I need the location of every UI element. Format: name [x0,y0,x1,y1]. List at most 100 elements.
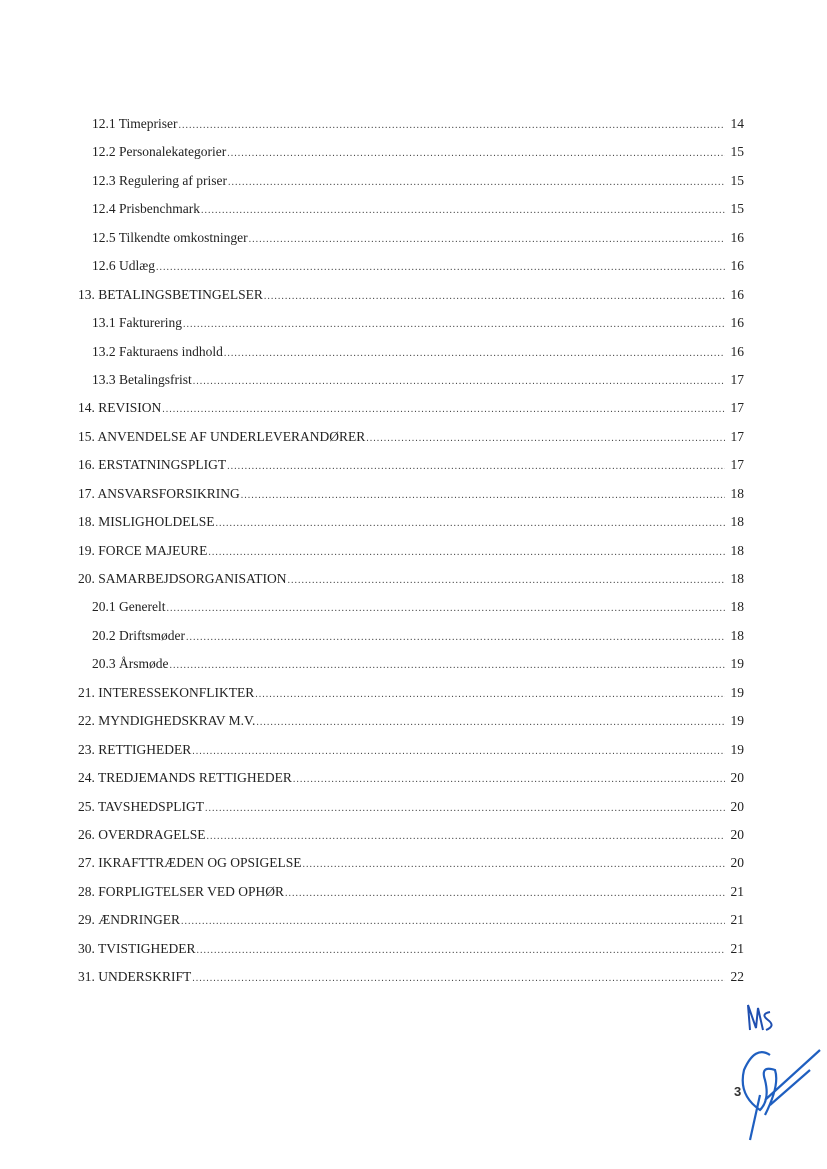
toc-entry-page: 15 [730,172,745,188]
toc-entry-label: 29. ÆNDRINGER [78,912,181,928]
toc-entry[interactable]: 23. RETTIGHEDER 19 [78,742,744,770]
toc-entry-page: 16 [730,229,745,245]
toc-entry[interactable]: 20.1 Generelt 18 [78,599,744,627]
toc-entry-label: 12.2 Personalekategorier [92,144,227,160]
toc-entry-page: 16 [730,343,745,359]
dot-leader [264,291,725,302]
toc-entry[interactable]: 12.1 Timepriser 14 [78,116,744,144]
toc-entry-label: 26. OVERDRAGELSE [78,826,206,842]
toc-entry[interactable]: 24. TREDJEMANDS RETTIGHEDER 20 [78,770,744,798]
toc-entry-page: 18 [730,627,745,643]
toc-entry-page: 20 [730,770,745,786]
toc-entry[interactable]: 13. BETALINGSBETINGELSER 16 [78,287,744,315]
toc-entry[interactable]: 13.2 Fakturaens indhold 16 [78,344,744,372]
dot-leader [303,859,725,870]
toc-entry-page: 21 [730,940,745,956]
dot-leader [179,120,725,131]
toc-entry-page: 17 [730,457,745,473]
toc-entry-label: 12.6 Udlæg [92,258,156,274]
toc-entry-label: 12.5 Tilkendte omkostninger [92,229,248,245]
dot-leader [162,404,725,415]
toc-entry-label: 20.1 Generelt [92,599,166,615]
toc-entry[interactable]: 22. MYNDIGHEDSKRAV M.V. 19 [78,713,744,741]
toc-entry-label: 13.2 Fakturaens indhold [92,343,223,359]
dot-leader [366,433,725,444]
toc-entry-label: 13.1 Fakturering [92,315,182,331]
toc-entry[interactable]: 12.5 Tilkendte omkostninger 16 [78,230,744,258]
dot-leader [192,746,725,757]
toc-entry-page: 17 [730,371,745,387]
toc-entry-page: 19 [730,713,745,729]
toc-entry-label: 20.3 Årsmøde [92,656,169,672]
toc-entry[interactable]: 12.3 Regulering af priser 15 [78,173,744,201]
toc-entry[interactable]: 20.3 Årsmøde 19 [78,656,744,684]
toc-entry[interactable]: 20.2 Driftsmøder 18 [78,628,744,656]
toc-entry-label: 12.3 Regulering af priser [92,172,227,188]
toc-entry-label: 28. FORPLIGTELSER VED OPHØR [78,883,285,899]
toc-entry[interactable]: 21. INTERESSEKONFLIKTER 19 [78,685,744,713]
toc-entry[interactable]: 12.2 Personalekategorier 15 [78,144,744,172]
toc-entry[interactable]: 12.4 Prisbenchmark 15 [78,201,744,229]
toc-entry-page: 16 [730,286,745,302]
toc-entry-label: 30. TVISTIGHEDER [78,940,196,956]
toc-entry-label: 20.2 Driftsmøder [92,627,185,643]
toc-entry-page: 16 [730,315,745,331]
toc-entry[interactable]: 12.6 Udlæg 16 [78,258,744,286]
toc-entry-label: 22. MYNDIGHEDSKRAV M.V. [78,713,256,729]
dot-leader [288,575,725,586]
toc-entry-label: 31. UNDERSKRIFT [78,969,192,985]
toc-entry[interactable]: 16. ERSTATNINGSPLIGT 17 [78,457,744,485]
toc-entry-label: 21. INTERESSEKONFLIKTER [78,684,255,700]
toc-entry-label: 14. REVISION [78,400,162,416]
dot-leader [192,973,725,984]
dot-leader [255,689,725,700]
toc-entry[interactable]: 28. FORPLIGTELSER VED OPHØR 21 [78,884,744,912]
dot-leader [205,803,725,814]
dot-leader [197,945,726,956]
toc-entry-page: 19 [730,656,745,672]
dot-leader [193,376,725,387]
dot-leader [293,774,725,785]
dot-leader [227,461,725,472]
toc-entry-label: 12.4 Prisbenchmark [92,201,200,217]
table-of-contents: 12.1 Timepriser 14 12.2 Personalekategorie… [78,116,744,998]
toc-entry-page: 18 [730,514,745,530]
toc-entry-page: 18 [730,599,745,615]
dot-leader [228,177,725,188]
toc-entry-label: 19. FORCE MAJEURE [78,542,208,558]
dot-leader [285,888,725,899]
toc-entry[interactable]: 13.3 Betalingsfrist 17 [78,372,744,400]
toc-entry[interactable]: 13.1 Fakturering 16 [78,315,744,343]
toc-entry-page: 17 [730,428,745,444]
toc-entry[interactable]: 31. UNDERSKRIFT 22 [78,969,744,997]
dot-leader [224,348,725,359]
dot-leader [227,148,725,159]
dot-leader [166,603,725,614]
toc-entry-page: 21 [730,883,745,899]
toc-entry-label: 17. ANSVARSFORSIKRING [78,485,240,501]
dot-leader [208,547,725,558]
toc-entry-page: 17 [730,400,745,416]
handwritten-signature [741,1004,821,1141]
toc-entry[interactable]: 29. ÆNDRINGER 21 [78,912,744,940]
toc-entry[interactable]: 26. OVERDRAGELSE 20 [78,827,744,855]
toc-entry[interactable]: 19. FORCE MAJEURE 18 [78,543,744,571]
toc-entry[interactable]: 25. TAVSHEDSPLIGT 20 [78,799,744,827]
dot-leader [256,717,725,728]
toc-entry[interactable]: 18. MISLIGHOLDELSE 18 [78,514,744,542]
toc-entry[interactable]: 15. ANVENDELSE AF UNDERLEVERANDØRER 17 [78,429,744,457]
toc-entry[interactable]: 30. TVISTIGHEDER 21 [78,941,744,969]
toc-entry[interactable]: 27. IKRAFTTRÆDEN OG OPSIGELSE 20 [78,855,744,883]
toc-entry-label: 25. TAVSHEDSPLIGT [78,798,204,814]
dot-leader [156,262,725,273]
toc-entry-page: 20 [730,855,745,871]
toc-entry-page: 14 [730,116,745,131]
toc-entry-page: 16 [730,258,745,274]
toc-entry-page: 22 [730,969,745,985]
toc-entry[interactable]: 20. SAMARBEJDSORGANISATION 18 [78,571,744,599]
toc-entry-label: 12.1 Timepriser [92,116,178,131]
toc-entry[interactable]: 17. ANSVARSFORSIKRING 18 [78,486,744,514]
toc-entry[interactable]: 14. REVISION 17 [78,400,744,428]
dot-leader [183,319,725,330]
toc-entry-page: 18 [730,485,745,501]
